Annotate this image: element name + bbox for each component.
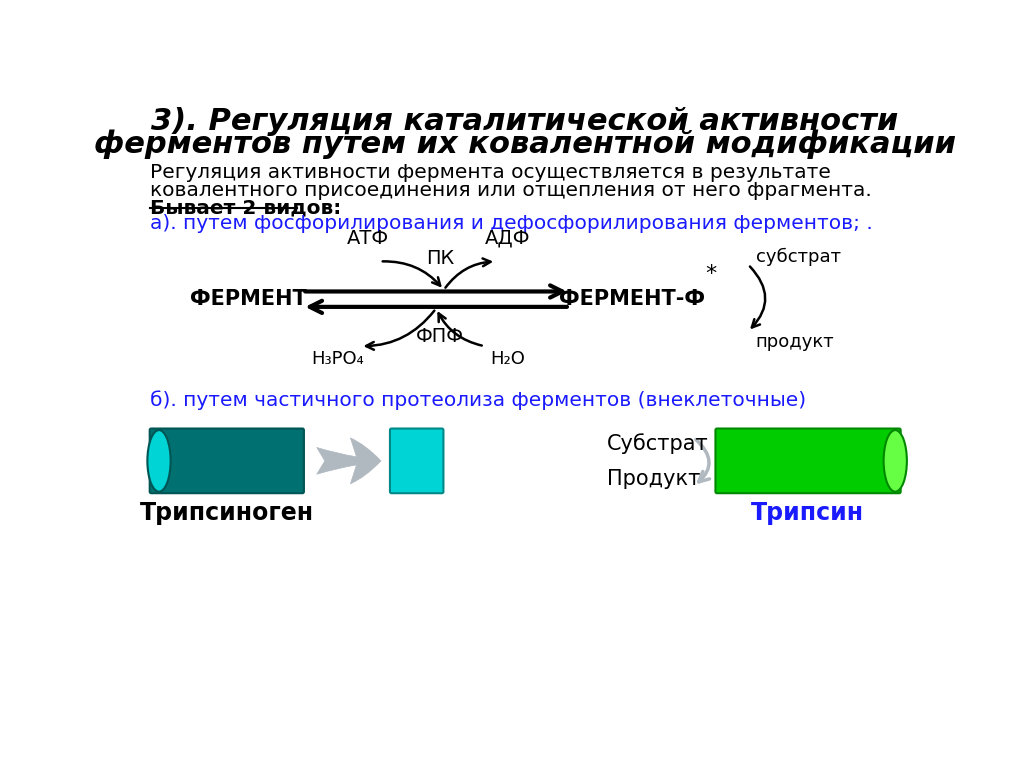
Ellipse shape [884, 430, 907, 492]
Text: АДФ: АДФ [485, 229, 530, 248]
Text: Трипсин: Трипсин [752, 501, 864, 525]
Text: ФЕРМЕНТ-Ф: ФЕРМЕНТ-Ф [559, 289, 705, 309]
FancyBboxPatch shape [390, 429, 443, 493]
FancyBboxPatch shape [716, 429, 901, 493]
Text: H₃PO₄: H₃PO₄ [311, 350, 364, 368]
Text: ковалентного присоединения или отщепления от него фрагмента.: ковалентного присоединения или отщеплени… [150, 180, 871, 199]
Text: а). путем фосфорилирования и дефосфорилирования ферментов; .: а). путем фосфорилирования и дефосфорили… [150, 215, 872, 233]
Text: H₂O: H₂O [490, 350, 525, 368]
Text: ферментов путем их ковалентной модификации: ферментов путем их ковалентной модификац… [94, 130, 955, 160]
FancyArrowPatch shape [310, 301, 567, 313]
FancyArrowPatch shape [383, 262, 440, 285]
Text: ФПФ: ФПФ [416, 327, 464, 346]
Ellipse shape [147, 430, 171, 492]
FancyArrowPatch shape [750, 266, 765, 328]
FancyBboxPatch shape [150, 429, 304, 493]
Text: Продукт: Продукт [607, 469, 700, 489]
Text: 3). Регуляция каталитической активности: 3). Регуляция каталитической активности [152, 107, 898, 136]
Text: б). путем частичного протеолиза ферментов (внеклеточные): б). путем частичного протеолиза ферменто… [150, 390, 806, 410]
Text: ПК: ПК [426, 249, 454, 268]
FancyArrowPatch shape [438, 314, 481, 346]
FancyArrowPatch shape [696, 439, 710, 482]
FancyArrowPatch shape [305, 285, 562, 298]
Text: ФЕРМЕНТ: ФЕРМЕНТ [189, 289, 306, 309]
FancyArrowPatch shape [445, 258, 490, 288]
Text: Регуляция активности фермента осуществляется в результате: Регуляция активности фермента осуществля… [150, 163, 830, 182]
Text: Трипсиноген: Трипсиноген [140, 501, 314, 525]
FancyArrowPatch shape [366, 311, 434, 350]
Text: Субстрат: Субстрат [607, 433, 709, 454]
Text: субстрат: субстрат [756, 248, 841, 266]
Text: продукт: продукт [756, 333, 835, 351]
Text: Бывает 2 видов:: Бывает 2 видов: [150, 199, 341, 217]
FancyArrowPatch shape [316, 438, 381, 484]
Text: *: * [706, 264, 717, 284]
Text: АТФ: АТФ [347, 229, 389, 248]
